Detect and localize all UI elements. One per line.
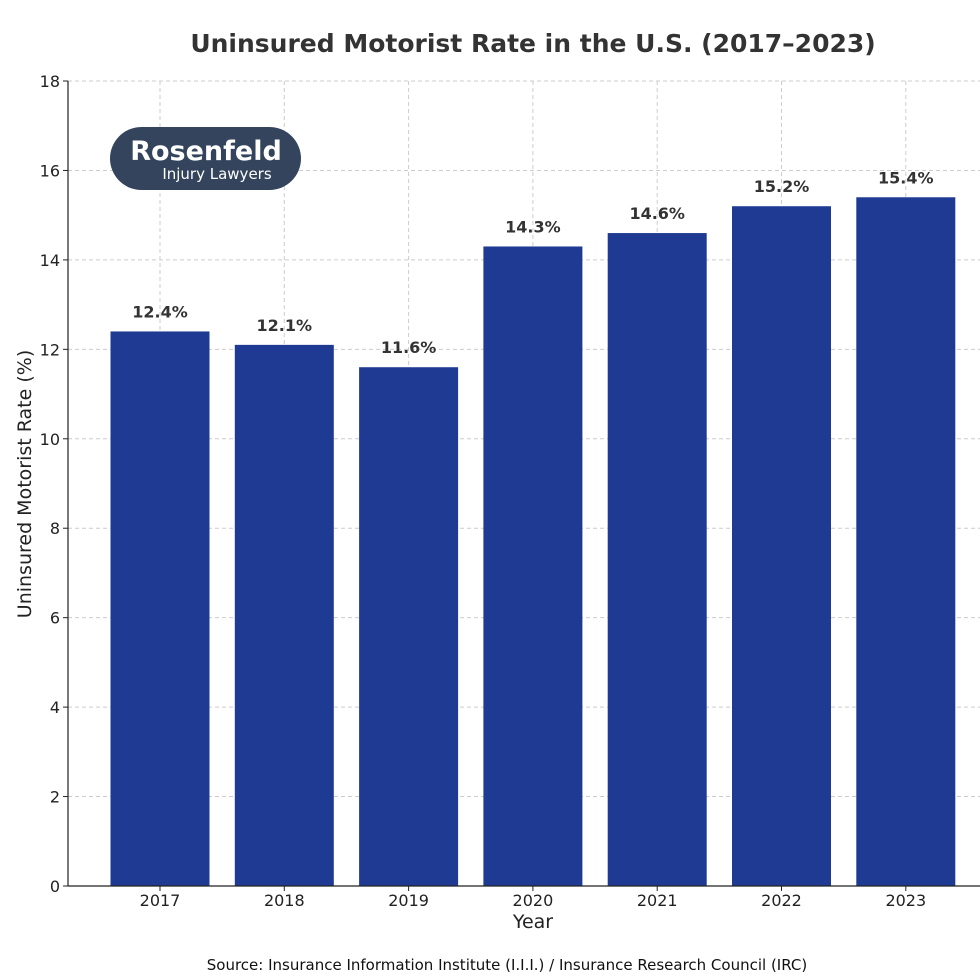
x-tick-label: 2018 <box>264 891 305 910</box>
chart-title: Uninsured Motorist Rate in the U.S. (201… <box>190 29 875 58</box>
data-label: 14.3% <box>505 217 561 236</box>
bar-2023 <box>856 197 956 886</box>
bar-2021 <box>607 233 707 887</box>
x-tick-label: 2023 <box>885 891 926 910</box>
x-tick-label: 2017 <box>140 891 181 910</box>
y-tick-label: 0 <box>50 877 60 896</box>
x-tick-label: 2022 <box>761 891 802 910</box>
data-labels: 12.4% 12.1% 11.6% 14.3% 14.6% 15.2% 15.4% <box>132 168 933 357</box>
source-note: Source: Insurance Information Institute … <box>207 956 807 974</box>
x-ticks: 2017 2018 2019 2020 2021 2022 2023 <box>140 886 926 910</box>
data-label: 11.6% <box>381 338 437 357</box>
y-ticks: 0 2 4 6 8 10 12 14 16 18 <box>40 72 68 896</box>
logo-name: Rosenfeld <box>130 136 282 167</box>
y-axis-label: Uninsured Motorist Rate (%) <box>14 350 36 618</box>
bar-2017 <box>110 331 210 886</box>
y-tick-label: 12 <box>40 340 60 359</box>
data-label: 12.4% <box>132 302 188 321</box>
y-tick-label: 14 <box>40 251 60 270</box>
x-tick-label: 2020 <box>513 891 554 910</box>
y-tick-label: 10 <box>40 430 60 449</box>
bar-2018 <box>234 344 334 887</box>
data-label: 12.1% <box>257 316 313 335</box>
y-tick-label: 2 <box>50 788 60 807</box>
y-tick-label: 4 <box>50 698 60 717</box>
y-tick-label: 6 <box>50 609 60 628</box>
bars <box>110 197 956 887</box>
x-tick-label: 2019 <box>388 891 429 910</box>
y-tick-label: 8 <box>50 519 60 538</box>
y-tick-label: 16 <box>40 161 60 180</box>
data-label: 15.2% <box>754 177 810 196</box>
x-axis-label: Year <box>512 911 553 933</box>
bar-2020 <box>483 246 583 886</box>
data-label: 14.6% <box>629 204 685 223</box>
data-label: 15.4% <box>878 168 934 187</box>
bar-2022 <box>732 206 831 886</box>
x-tick-label: 2021 <box>637 891 678 910</box>
logo: Rosenfeld Injury Lawyers <box>110 127 301 190</box>
y-tick-label: 18 <box>40 72 60 91</box>
logo-background <box>110 127 301 190</box>
bar-2019 <box>359 367 459 886</box>
logo-subtitle: Injury Lawyers <box>162 165 272 183</box>
